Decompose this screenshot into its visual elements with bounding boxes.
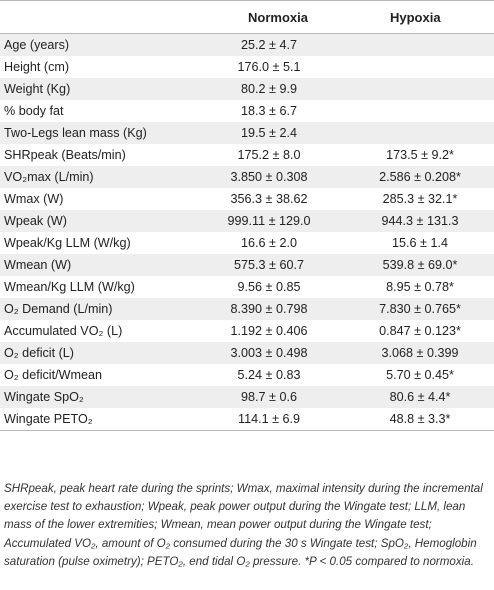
row-label: O₂ deficit/Wmean <box>4 368 102 382</box>
table-row: Height (cm) 176.0 ± 5.1 <box>0 56 494 78</box>
table-header: Normoxia Hypoxia <box>0 0 494 34</box>
column-header-hypoxia: Hypoxia <box>390 10 441 25</box>
hypoxia-value: 8.95 ± 0.78* <box>386 280 454 294</box>
hypoxia-value: 5.70 ± 0.45* <box>386 368 454 382</box>
normoxia-value: 19.5 ± 2.4 <box>241 126 297 140</box>
row-label: Wmean/Kg LLM (W/kg) <box>4 280 135 294</box>
row-label: Wingate PETO₂ <box>4 412 93 426</box>
normoxia-value: 114.1 ± 6.9 <box>238 412 300 426</box>
normoxia-value: 5.24 ± 0.83 <box>237 368 301 382</box>
table-row: Wpeak/Kg LLM (W/kg) 16.6 ± 2.0 15.6 ± 1.4 <box>0 232 494 254</box>
row-label: Accumulated VO₂ (L) <box>4 324 123 338</box>
table-row: O₂ deficit/Wmean 5.24 ± 0.83 5.70 ± 0.45* <box>0 364 494 386</box>
row-label: Weight (Kg) <box>4 82 71 96</box>
row-label: Wmean (W) <box>4 258 72 272</box>
table-row: Wingate PETO₂ 114.1 ± 6.9 48.8 ± 3.3* <box>0 408 494 430</box>
row-label: O₂ deficit (L) <box>4 346 74 360</box>
table-row: O₂ Demand (L/min) 8.390 ± 0.798 7.830 ± 0.… <box>0 298 494 320</box>
normoxia-value: 1.192 ± 0.406 <box>230 324 308 338</box>
hypoxia-value: 15.6 ± 1.4 <box>392 236 448 250</box>
table-row: Age (years) 25.2 ± 4.7 <box>0 34 494 56</box>
hypoxia-value: 48.8 ± 3.3* <box>389 412 451 426</box>
column-header-normoxia: Normoxia <box>248 10 308 25</box>
normoxia-value: 25.2 ± 4.7 <box>241 38 297 52</box>
normoxia-value: 575.3 ± 60.7 <box>234 258 304 272</box>
row-label: Age (years) <box>4 38 70 52</box>
row-label: Wpeak/Kg LLM (W/kg) <box>4 236 131 250</box>
table-row: Wmax (W) 356.3 ± 38.62 285.3 ± 32.1* <box>0 188 494 210</box>
row-label: % body fat <box>4 104 64 118</box>
row-label: O₂ Demand (L/min) <box>4 302 113 316</box>
table-row: Wmean (W) 575.3 ± 60.7 539.8 ± 69.0* <box>0 254 494 276</box>
table-bottom-rule <box>0 430 494 431</box>
table-row: VO₂max (L/min) 3.850 ± 0.308 2.586 ± 0.208… <box>0 166 494 188</box>
table-row: Wmean/Kg LLM (W/kg) 9.56 ± 0.85 8.95 ± 0.7… <box>0 276 494 298</box>
table-footnote: SHRpeak, peak heart rate during the spri… <box>4 482 483 568</box>
hypoxia-value: 944.3 ± 131.3 <box>381 214 459 228</box>
normoxia-value: 80.2 ± 9.9 <box>241 82 297 96</box>
table-row: Two-Legs lean mass (Kg) 19.5 ± 2.4 <box>0 122 494 144</box>
table-row: Accumulated VO₂ (L) 1.192 ± 0.406 0.847 ± … <box>0 320 494 342</box>
normoxia-value: 8.390 ± 0.798 <box>230 302 308 316</box>
normoxia-value: 16.6 ± 2.0 <box>241 236 297 250</box>
row-label: SHRpeak (Beats/min) <box>4 148 126 162</box>
normoxia-value: 3.003 ± 0.498 <box>230 346 308 360</box>
normoxia-value: 176.0 ± 5.1 <box>237 60 301 74</box>
row-label: Wpeak (W) <box>4 214 67 228</box>
row-label: Wingate SpO₂ <box>4 390 84 404</box>
hypoxia-value: 0.847 ± 0.123* <box>379 324 461 338</box>
table-row: Weight (Kg) 80.2 ± 9.9 <box>0 78 494 100</box>
table-row: % body fat 18.3 ± 6.7 <box>0 100 494 122</box>
normoxia-value: 175.2 ± 8.0 <box>237 148 301 162</box>
normoxia-value: 9.56 ± 0.85 <box>237 280 301 294</box>
row-label: VO₂max (L/min) <box>4 170 94 184</box>
table-row: O₂ deficit (L) 3.003 ± 0.498 3.068 ± 0.399 <box>0 342 494 364</box>
hypoxia-value: 285.3 ± 32.1* <box>382 192 458 206</box>
table-row: Wingate SpO₂ 98.7 ± 0.6 80.6 ± 4.4* <box>0 386 494 408</box>
hypoxia-value: 7.830 ± 0.765* <box>379 302 461 316</box>
normoxia-value: 3.850 ± 0.308 <box>230 170 308 184</box>
hypoxia-value: 80.6 ± 4.4* <box>389 390 451 404</box>
normoxia-value: 999.11 ± 129.0 <box>227 214 311 228</box>
row-label: Two-Legs lean mass (Kg) <box>4 126 147 140</box>
row-label: Height (cm) <box>4 60 70 74</box>
hypoxia-value: 539.8 ± 69.0* <box>382 258 458 272</box>
table-row: Wpeak (W) 999.11 ± 129.0 944.3 ± 131.3 <box>0 210 494 232</box>
hypoxia-value: 2.586 ± 0.208* <box>379 170 461 184</box>
hypoxia-value: 3.068 ± 0.399 <box>381 346 459 360</box>
table-body: Age (years) 25.2 ± 4.7 Height (cm) 176.0 ± … <box>0 34 494 430</box>
normoxia-value: 18.3 ± 6.7 <box>241 104 297 118</box>
table-row: SHRpeak (Beats/min) 175.2 ± 8.0 173.5 ± 9.… <box>0 144 494 166</box>
hypoxia-value: 173.5 ± 9.2* <box>386 148 454 162</box>
row-label: Wmax (W) <box>4 192 64 206</box>
data-table: Normoxia Hypoxia Age (years) 25.2 ± 4.7 He… <box>0 0 494 431</box>
normoxia-value: 356.3 ± 38.62 <box>230 192 308 206</box>
normoxia-value: 98.7 ± 0.6 <box>241 390 297 404</box>
